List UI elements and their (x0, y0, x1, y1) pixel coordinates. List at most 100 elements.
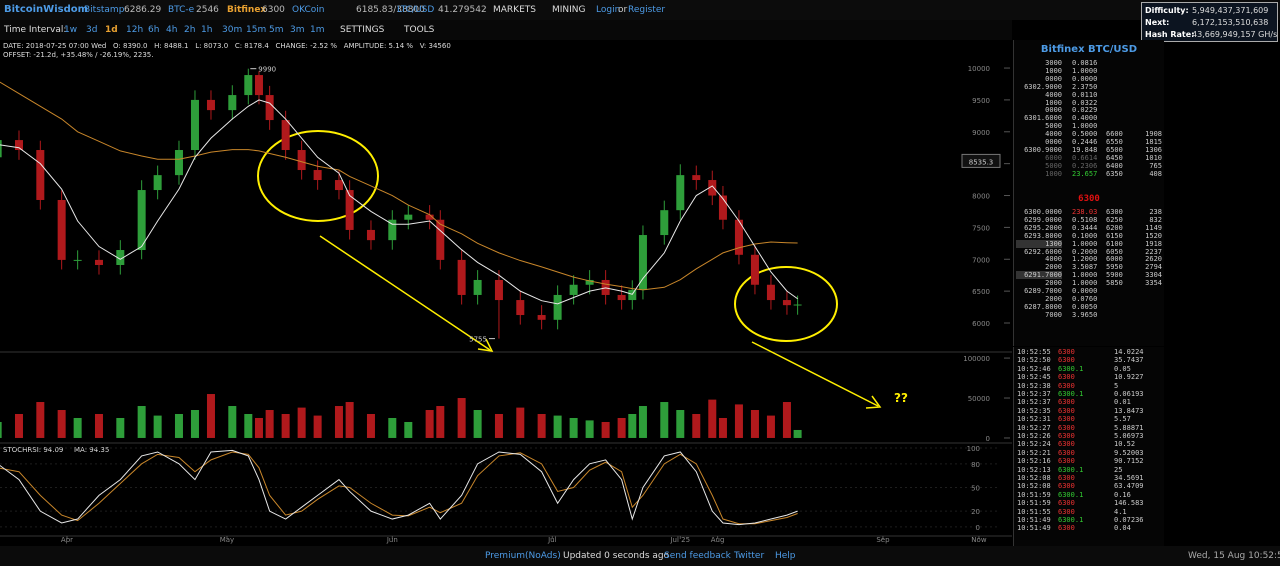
stochrsi-ma-label: MA: 94.35 (74, 446, 109, 454)
interval-button[interactable]: 6h (148, 25, 160, 35)
ask-price: 0000 (1045, 138, 1062, 146)
bid-depth-amount: 3354 (1145, 279, 1162, 288)
candle-body (638, 235, 647, 290)
drawings (257, 130, 882, 409)
low-label: 5755 (469, 336, 487, 344)
register-link[interactable]: Register (628, 5, 666, 15)
ma-slow (0, 81, 798, 291)
candle-body (254, 75, 263, 96)
interval-button[interactable]: 12h (126, 25, 144, 35)
candle-body (404, 214, 413, 220)
bid-price: 2000 (1045, 279, 1062, 288)
volume-bar (313, 415, 322, 438)
menu[interactable]: MARKETS (493, 5, 536, 15)
bid-amount: 0.0050 (1072, 302, 1098, 311)
stat-value: 43,669,949,157 GH/s (1192, 30, 1278, 39)
footer-link[interactable]: Premium(NoAds) (485, 551, 561, 561)
interval-button[interactable]: 1w (64, 25, 78, 35)
or: or (618, 5, 628, 15)
stoch-tick-label: 80 (971, 461, 980, 469)
ask-depth-price: 6350 (1106, 169, 1123, 178)
volume-bar (73, 417, 82, 438)
footer-link[interactable]: Send feedback (664, 551, 731, 561)
volume-tick-label: 0 (986, 435, 990, 443)
ask-amount: 0.2446 (1072, 138, 1098, 146)
clock: Wed, 15 Aug 10:52:59 (1188, 551, 1280, 561)
ask-price: 1000 (1045, 169, 1062, 178)
highlight-ellipse (257, 130, 379, 222)
ask-price: 1000 (1045, 66, 1062, 75)
ask-price: 4000 (1045, 90, 1062, 99)
interval-button[interactable]: 1m (310, 25, 325, 35)
volume-bar (750, 410, 759, 438)
trades: 10:52:55 6300 14.0224 10:52:50 6300 35.7437 10… (1013, 347, 1164, 546)
volume-bar (628, 413, 637, 438)
bid-depth-amount: 1918 (1145, 239, 1162, 248)
trade-time: 10:52:21 (1017, 448, 1051, 457)
volume-bar (494, 413, 503, 438)
y-tick-label: 7000 (972, 256, 990, 264)
volume-bar (617, 417, 626, 438)
interval-button[interactable]: 3d (86, 25, 98, 35)
candle-body (334, 180, 343, 191)
footer-link[interactable]: Twitter (734, 551, 765, 561)
trade-amount: 5.57 (1114, 415, 1131, 424)
trade-time: 10:52:16 (1017, 457, 1051, 466)
trade-time: 10:52:08 (1017, 474, 1051, 482)
candle-body (0, 140, 2, 158)
network-stats: Difficulty: 5,949,437,371,609 Next: 6,172,1… (1141, 2, 1278, 42)
x-tick-label: Sep (876, 536, 890, 544)
ask-amount: 0.0322 (1072, 98, 1098, 107)
volume-bar (366, 413, 375, 438)
bid-depth-price: 6100 (1106, 239, 1123, 248)
settings-menu[interactable]: SETTINGS (340, 25, 385, 35)
candle-body (388, 219, 397, 241)
ask-depth-price: 6500 (1106, 145, 1123, 154)
footer-link[interactable]: Help (775, 551, 796, 561)
ask-amount: 1.0000 (1072, 66, 1098, 75)
candle-body (692, 175, 701, 181)
candle-body (494, 279, 503, 301)
candle-body (244, 75, 253, 96)
trade-price: 6300.1 (1058, 490, 1084, 499)
candle-body (676, 175, 685, 211)
interval-button[interactable]: 30m (222, 25, 243, 35)
interval-button[interactable]: 1d (105, 25, 118, 35)
ticker-name[interactable]: LTC/USD (397, 5, 435, 15)
interval-button[interactable]: 1h (201, 25, 213, 35)
info-line: DATE: 2018-07-25 07:00 Wed O: 8390.0 H: … (3, 42, 451, 50)
bid-price: 6300.0000 (1024, 208, 1062, 216)
ticker-name[interactable]: OKCoin (292, 5, 325, 15)
menu[interactable]: MINING (552, 5, 586, 15)
bid-amount: 1.0000 (1072, 271, 1098, 280)
interval-button[interactable]: 4h (166, 25, 178, 35)
interval-button[interactable]: 2h (184, 25, 196, 35)
bid-depth-price: 5950 (1106, 263, 1123, 272)
ask-amount: 2.3750 (1072, 82, 1098, 91)
interval-button[interactable]: 15m (246, 25, 267, 35)
volume-bar (0, 421, 2, 438)
candle-body (628, 289, 637, 301)
volume-bar (473, 410, 482, 438)
ask-price: 5000 (1045, 161, 1062, 170)
ticker-name[interactable]: BTC-e (168, 5, 195, 15)
bid-amount: 0.2000 (1072, 247, 1098, 256)
login-link[interactable]: Login (596, 5, 621, 15)
info-line: OFFSET: -21.2d, +35.48% / -26.19%, 2235. (3, 51, 153, 59)
ticker-name[interactable]: Bitstamp (84, 5, 125, 15)
ticker-name[interactable]: Bitfinex (227, 5, 267, 15)
interval-button[interactable]: 5m (269, 25, 284, 35)
y-tick-label: 7500 (972, 224, 990, 232)
tools-menu[interactable]: TOOLS (404, 25, 435, 35)
volume-bar (254, 417, 263, 438)
ask-price: 0000 (1045, 106, 1062, 115)
trade-price: 6300 (1058, 499, 1075, 508)
y-tick-label: 6500 (972, 288, 990, 296)
ask-depth-price: 6450 (1106, 153, 1123, 162)
trade-amount: 5.88871 (1114, 423, 1144, 432)
interval-button[interactable]: 3m (290, 25, 305, 35)
brand[interactable]: BitcoinWisdom (4, 4, 89, 15)
bid-price: 6295.2000 (1024, 223, 1062, 232)
x-tick-label: Apr (61, 536, 73, 544)
bid-amount: 3.5087 (1072, 263, 1098, 272)
